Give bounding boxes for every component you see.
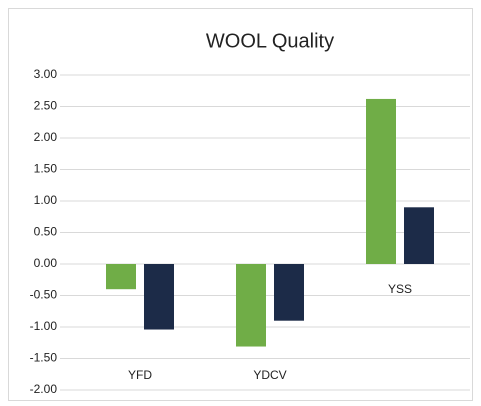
bar bbox=[404, 207, 434, 264]
y-tick-label: 3.00 bbox=[34, 67, 58, 81]
bar bbox=[106, 264, 136, 290]
bar bbox=[366, 98, 396, 264]
x-tick-label: YDCV bbox=[253, 368, 286, 382]
y-tick-label: 0.50 bbox=[34, 225, 58, 239]
bar bbox=[236, 264, 266, 347]
x-tick-label: YSS bbox=[388, 282, 412, 296]
y-tick-label: 0.00 bbox=[34, 256, 58, 270]
y-tick-label: -2.00 bbox=[30, 382, 58, 396]
y-tick-label: 2.50 bbox=[34, 99, 58, 113]
y-tick-label: -0.50 bbox=[30, 288, 58, 302]
bar bbox=[274, 264, 304, 321]
x-tick-label: YFD bbox=[128, 368, 152, 382]
y-tick-label: -1.50 bbox=[30, 351, 58, 365]
y-tick-label: -1.00 bbox=[30, 319, 58, 333]
y-tick-label: 1.50 bbox=[34, 162, 58, 176]
chart-title: WOOL Quality bbox=[206, 30, 334, 52]
bar bbox=[144, 264, 174, 330]
y-tick-label: 1.00 bbox=[34, 193, 58, 207]
y-tick-label: 2.00 bbox=[34, 130, 58, 144]
